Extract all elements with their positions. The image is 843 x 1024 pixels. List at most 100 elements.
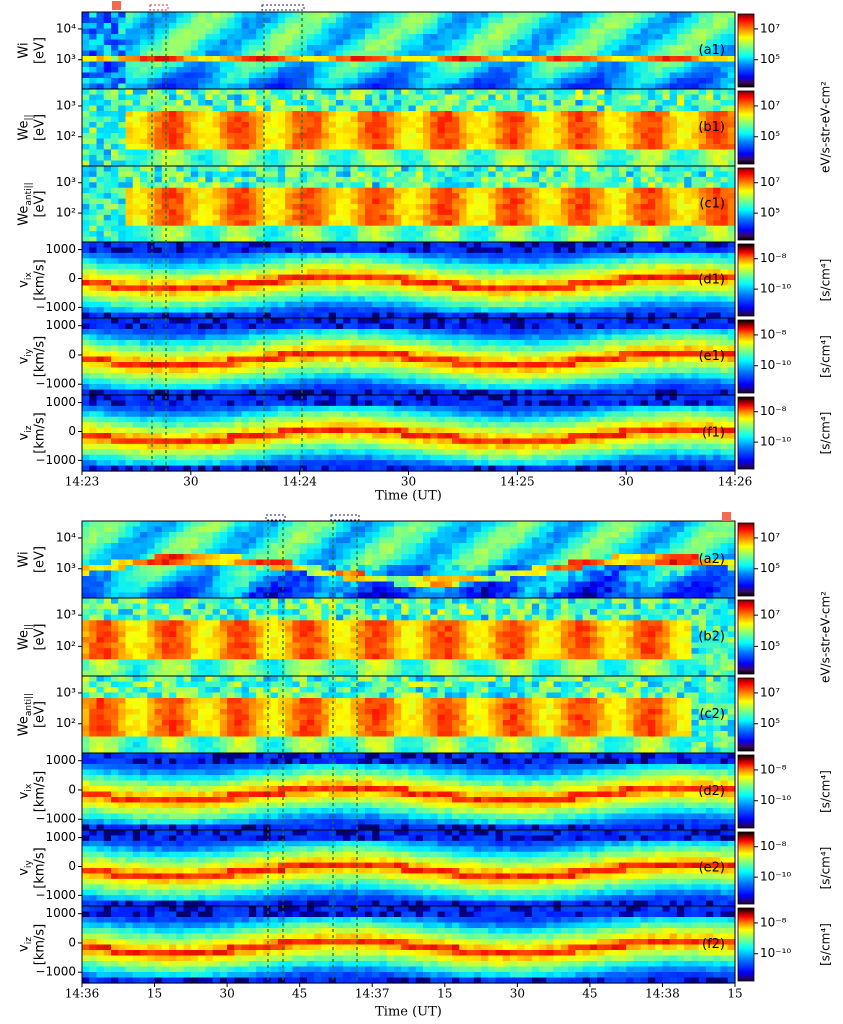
spectrogram-cell [190, 263, 199, 270]
spectrogram-cell [343, 100, 352, 107]
spectrogram-cell [684, 290, 693, 297]
spectrogram-cell [285, 209, 294, 216]
spectrogram-cell [350, 61, 359, 68]
spectrogram-cell [212, 214, 221, 221]
spectrogram-cell [132, 312, 141, 319]
spectrogram-cell [430, 116, 439, 123]
spectrogram-cell [684, 23, 693, 30]
spectrogram-cell [713, 144, 722, 151]
spectrogram-cell [546, 116, 555, 123]
spectrogram-cell [306, 198, 315, 205]
spectrogram-cell [444, 258, 453, 265]
spectrogram-cell [423, 116, 431, 123]
spectrogram-cell [408, 116, 417, 123]
spectrogram-cell [96, 50, 105, 57]
spectrogram-cell [198, 83, 206, 90]
spectrogram-cell [205, 111, 214, 118]
spectrogram-cell [190, 220, 199, 227]
spectrogram-cell [96, 12, 105, 19]
spectrogram-cell [568, 105, 576, 112]
spectrogram-cell [386, 122, 395, 129]
spectrogram-cell [720, 225, 729, 232]
spectrogram-cell [676, 94, 685, 101]
spectrogram-cell [154, 296, 163, 303]
spectrogram-cell [212, 209, 221, 216]
spectrogram-cell [444, 274, 453, 281]
spectrogram-cell [357, 111, 366, 118]
spectrogram-cell [459, 182, 468, 189]
spectrogram-cell [597, 242, 605, 249]
spectrogram-cell [111, 61, 119, 68]
spectrogram-cell [437, 78, 446, 85]
spectrogram-cell [364, 78, 373, 85]
spectrogram-cell [335, 160, 344, 167]
spectrogram-cell [618, 193, 627, 200]
spectrogram-cell [285, 176, 294, 183]
spectrogram-cell [640, 45, 649, 52]
spectrogram-cell [132, 50, 141, 57]
spectrogram-cell [132, 67, 141, 74]
spectrogram-cell [582, 290, 591, 297]
spectrogram-cell [553, 220, 562, 227]
spectrogram-cell [510, 100, 518, 107]
spectrogram-cell [176, 105, 185, 112]
spectrogram-cell [568, 78, 576, 85]
spectrogram-cell [125, 144, 134, 151]
spectrogram-cell [473, 296, 482, 303]
spectrogram-cell [401, 214, 410, 221]
spectrogram-cell [597, 171, 605, 178]
spectrogram-cell [241, 94, 250, 101]
spectrogram-cell [539, 34, 547, 41]
spectrogram-cell [241, 45, 250, 52]
spectrogram-cell [691, 204, 700, 211]
spectrogram-cell [531, 198, 540, 205]
spectrogram-cell [256, 39, 264, 46]
spectrogram-cell [466, 116, 475, 123]
spectrogram-cell [553, 247, 562, 254]
spectrogram-cell [698, 204, 707, 211]
spectrogram-cell [481, 56, 489, 63]
spectrogram-cell [350, 204, 359, 211]
spectrogram-cell [343, 89, 352, 96]
spectrogram-cell [183, 94, 192, 101]
spectrogram-cell [89, 242, 98, 249]
spectrogram-cell [510, 166, 518, 173]
spectrogram-cell [357, 193, 366, 200]
spectrogram-cell [560, 301, 569, 308]
spectrogram-cell [553, 231, 562, 238]
spectrogram-cell [364, 193, 373, 200]
spectrogram-cell [488, 166, 497, 173]
spectrogram-cell [553, 122, 562, 129]
spectrogram-cell [452, 225, 460, 232]
spectrogram-cell [205, 94, 214, 101]
spectrogram-cell [459, 307, 468, 314]
spectrogram-cell [691, 301, 700, 308]
spectrogram-cell [611, 72, 620, 79]
spectrogram-cell [190, 280, 199, 287]
spectrogram-cell [321, 78, 330, 85]
spectrogram-cell [111, 220, 119, 227]
spectrogram-cell [488, 45, 497, 52]
spectrogram-cell [640, 312, 649, 319]
spectrogram-cell [437, 28, 446, 35]
spectrogram-cell [531, 50, 540, 57]
spectrogram-cell [103, 23, 112, 30]
spectrogram-cell [401, 269, 410, 276]
spectrogram-cell [343, 144, 352, 151]
spectrogram-cell [299, 67, 308, 74]
spectrogram-cell [263, 83, 272, 90]
spectrogram-cell [589, 176, 598, 183]
spectrogram-cell [401, 83, 410, 90]
spectrogram-cell [125, 252, 134, 259]
spectrogram-cell [437, 116, 446, 123]
spectrogram-cell [582, 67, 591, 74]
spectrogram-cell [111, 155, 119, 162]
spectrogram-cell [597, 67, 605, 74]
spectrogram-cell [176, 45, 185, 52]
spectrogram-cell [314, 111, 323, 118]
spectrogram-cell [270, 242, 279, 249]
spectrogram-cell [161, 312, 170, 319]
spectrogram-cell [676, 204, 685, 211]
spectrogram-cell [604, 296, 613, 303]
spectrogram-cell [140, 285, 148, 292]
